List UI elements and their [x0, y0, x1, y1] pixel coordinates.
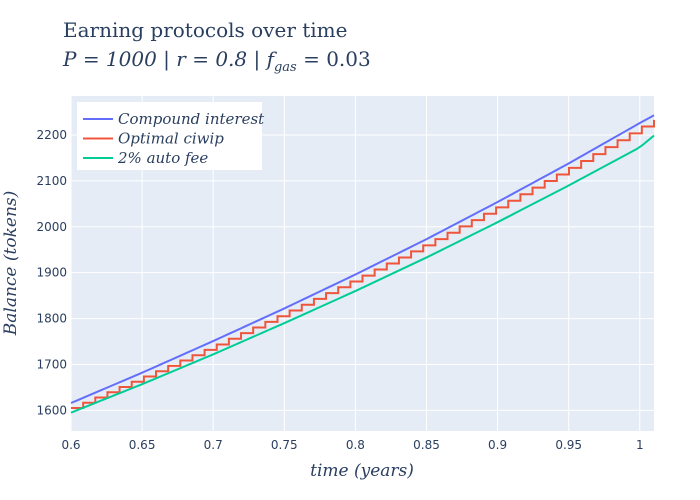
y-tick-label: 2000 — [36, 220, 67, 234]
x-tick-label: 0.7 — [204, 438, 223, 452]
series-lines — [70, 114, 655, 414]
y-tick-label: 1600 — [36, 403, 67, 417]
y-axis-ticks: 1600 1700 1800 1900 2000 2100 2200 — [36, 128, 67, 417]
y-tick-label: 1900 — [36, 266, 67, 280]
x-axis-title: time (years) — [310, 461, 414, 481]
y-tick-label: 2200 — [36, 128, 67, 142]
x-tick-label: 0.95 — [555, 438, 582, 452]
chart-title: Earning protocols over time — [63, 18, 347, 42]
y-tick-label: 1800 — [36, 312, 67, 326]
x-tick-label: 0.85 — [413, 438, 440, 452]
y-tick-label: 1700 — [36, 357, 67, 371]
x-tick-label: 1 — [636, 438, 644, 452]
series-line-2-auto-fee — [70, 134, 655, 414]
x-tick-label: 0.75 — [271, 438, 298, 452]
legend-label-optimal-ciwip: Optimal ciwip — [118, 130, 224, 148]
series-line-optimal-ciwip — [71, 119, 655, 410]
legend-label-compound-interest: Compound interest — [118, 110, 265, 128]
x-tick-label: 0.9 — [488, 438, 507, 452]
x-tick-label: 0.8 — [346, 438, 365, 452]
x-axis-ticks: 0.6 0.65 0.7 0.75 0.8 0.85 0.9 0.95 1 — [61, 438, 643, 452]
legend-label-2-auto-fee: 2% auto fee — [117, 149, 208, 167]
y-tick-label: 2100 — [36, 174, 67, 188]
chart-subtitle: P = 1000 | r = 0.8 | fgas = 0.03 — [62, 47, 371, 75]
y-axis-title: Balance (tokens) — [1, 191, 21, 337]
series-line-compound-interest — [70, 114, 655, 404]
x-tick-label: 0.6 — [61, 438, 80, 452]
x-tick-label: 0.65 — [129, 438, 156, 452]
